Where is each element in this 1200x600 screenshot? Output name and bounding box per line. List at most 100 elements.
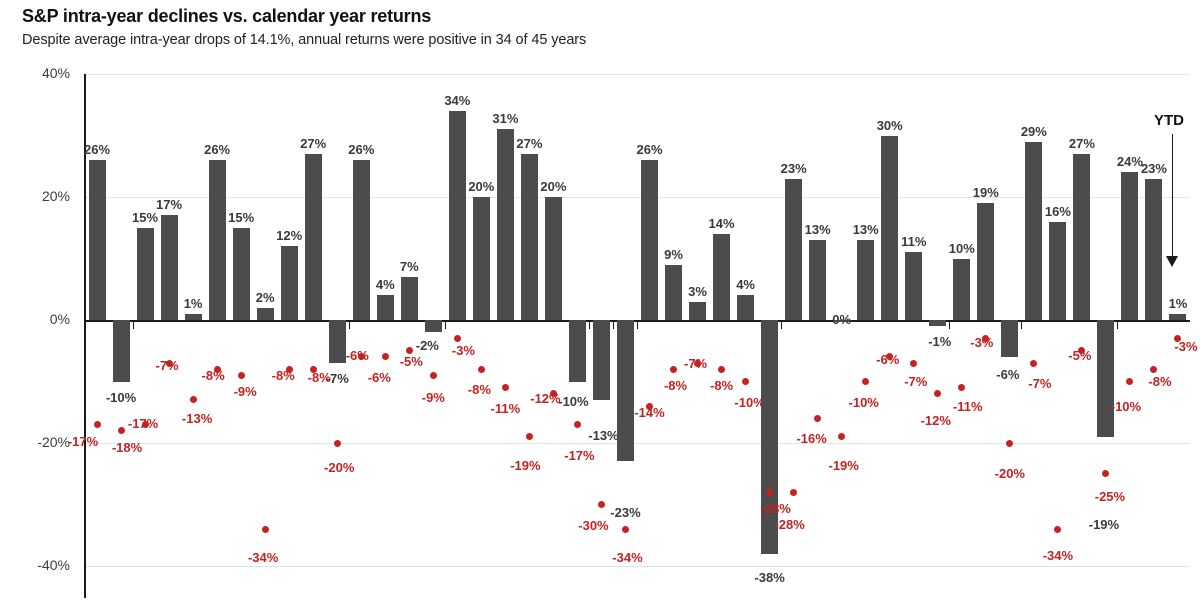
- decline-dot-2007[interactable]: [742, 378, 750, 385]
- bar-1980[interactable]: [88, 160, 106, 320]
- decline-dot-1981[interactable]: [117, 427, 125, 435]
- bar-1989[interactable]: [304, 153, 322, 320]
- bar-1990[interactable]: [328, 320, 346, 364]
- bar-2008[interactable]: [761, 320, 779, 554]
- decline-dot-2024[interactable]: [1150, 365, 1158, 373]
- decline-dot-2022[interactable]: [1102, 470, 1110, 478]
- decline-dot-2021[interactable]: [1078, 347, 1086, 355]
- decline-dot-2020[interactable]: [1054, 525, 1062, 533]
- bar-2014[interactable]: [905, 252, 923, 320]
- bar-2001[interactable]: [592, 320, 610, 400]
- decline-dot-1985[interactable]: [213, 365, 221, 373]
- bar-2015[interactable]: [929, 320, 947, 327]
- bar-value-label: 26%: [348, 142, 375, 158]
- decline-dot-2001[interactable]: [597, 501, 605, 508]
- bar-value-label: -38%: [754, 569, 785, 585]
- gridline-neg20: [84, 443, 1190, 444]
- decline-dot-1982[interactable]: [141, 421, 149, 429]
- bar-1998[interactable]: [520, 153, 538, 320]
- bar-2023[interactable]: [1121, 172, 1139, 320]
- decline-dot-2010[interactable]: [814, 414, 822, 422]
- decline-value-label: -12%: [530, 390, 561, 406]
- decline-dot-1994[interactable]: [429, 371, 437, 379]
- bar-2010[interactable]: [809, 240, 827, 320]
- decline-dot-1993[interactable]: [405, 347, 413, 355]
- decline-dot-1989[interactable]: [309, 365, 317, 373]
- decline-dot-2016[interactable]: [958, 384, 966, 392]
- decline-dot-2018[interactable]: [1006, 439, 1014, 447]
- decline-dot-2000[interactable]: [573, 421, 581, 429]
- bar-2000[interactable]: [568, 320, 586, 382]
- bar-value-label: -10%: [558, 393, 589, 409]
- bar-2019[interactable]: [1025, 141, 1043, 320]
- decline-dot-YTD[interactable]: [1174, 334, 1182, 342]
- decline-dot-1986[interactable]: [237, 371, 245, 379]
- bar-1991[interactable]: [352, 160, 370, 320]
- bar-1999[interactable]: [544, 197, 562, 320]
- bar-1981[interactable]: [112, 320, 130, 382]
- decline-dot-2009[interactable]: [790, 488, 798, 496]
- bar-1996[interactable]: [472, 197, 490, 320]
- decline-dot-2017[interactable]: [982, 334, 990, 342]
- bar-1987[interactable]: [256, 307, 274, 320]
- bar-1994[interactable]: [424, 320, 442, 333]
- decline-dot-2012[interactable]: [862, 378, 870, 385]
- bar-1992[interactable]: [376, 295, 394, 320]
- bar-2004[interactable]: [665, 264, 683, 320]
- bar-2017[interactable]: [977, 203, 995, 320]
- bar-1995[interactable]: [448, 110, 466, 320]
- bar-1984[interactable]: [184, 313, 202, 320]
- decline-dot-1991[interactable]: [357, 353, 365, 361]
- bar-value-label: 24%: [1116, 154, 1143, 170]
- decline-value-label: -8%: [307, 370, 331, 386]
- bar-2003[interactable]: [641, 160, 658, 320]
- bar-2002[interactable]: [616, 320, 634, 462]
- bar-2016[interactable]: [953, 258, 971, 320]
- decline-dot-1997[interactable]: [501, 384, 509, 392]
- decline-dot-1988[interactable]: [285, 365, 293, 373]
- bar-YTD[interactable]: [1169, 313, 1187, 320]
- decline-dot-1980[interactable]: [93, 421, 101, 429]
- bar-2009[interactable]: [785, 178, 803, 320]
- bar-2012[interactable]: [857, 240, 875, 320]
- decline-dot-2002[interactable]: [621, 525, 629, 533]
- decline-value-label: -3%: [970, 335, 994, 351]
- decline-dot-1990[interactable]: [333, 439, 341, 447]
- decline-dot-2006[interactable]: [718, 365, 726, 373]
- decline-dot-1984[interactable]: [189, 396, 197, 404]
- bar-2013[interactable]: [881, 135, 899, 320]
- bar-2022[interactable]: [1097, 320, 1115, 437]
- decline-dot-2019[interactable]: [1030, 359, 1038, 367]
- decline-dot-1992[interactable]: [381, 353, 389, 361]
- bar-2007[interactable]: [737, 295, 755, 320]
- decline-dot-1995[interactable]: [453, 334, 461, 342]
- decline-dot-1998[interactable]: [525, 433, 533, 441]
- decline-dot-1996[interactable]: [477, 365, 485, 373]
- bar-1985[interactable]: [208, 160, 226, 320]
- bar-1986[interactable]: [232, 227, 250, 320]
- decline-dot-1983[interactable]: [165, 359, 173, 367]
- bar-1988[interactable]: [280, 246, 298, 320]
- bar-2024[interactable]: [1145, 178, 1163, 320]
- bar-2018[interactable]: [1001, 320, 1019, 357]
- bar-2005[interactable]: [689, 301, 707, 320]
- decline-dot-2023[interactable]: [1126, 378, 1134, 385]
- decline-dot-2011[interactable]: [838, 433, 846, 441]
- decline-dot-2005[interactable]: [694, 359, 702, 367]
- decline-dot-1987[interactable]: [261, 525, 269, 533]
- bar-1997[interactable]: [496, 129, 514, 320]
- bar-1982[interactable]: [136, 227, 154, 320]
- decline-dot-2014[interactable]: [910, 359, 918, 367]
- decline-dot-2004[interactable]: [670, 365, 678, 373]
- bar-2020[interactable]: [1049, 221, 1067, 320]
- decline-dot-2013[interactable]: [886, 353, 894, 361]
- decline-dot-2015[interactable]: [934, 390, 942, 398]
- decline-dot-2008[interactable]: [766, 488, 774, 496]
- bar-2011[interactable]: [833, 320, 851, 322]
- bar-2006[interactable]: [713, 233, 731, 320]
- decline-dot-1999[interactable]: [549, 390, 557, 398]
- bar-2021[interactable]: [1073, 153, 1091, 320]
- bar-1993[interactable]: [400, 276, 418, 320]
- bar-1983[interactable]: [160, 215, 178, 320]
- decline-dot-2003[interactable]: [646, 402, 653, 410]
